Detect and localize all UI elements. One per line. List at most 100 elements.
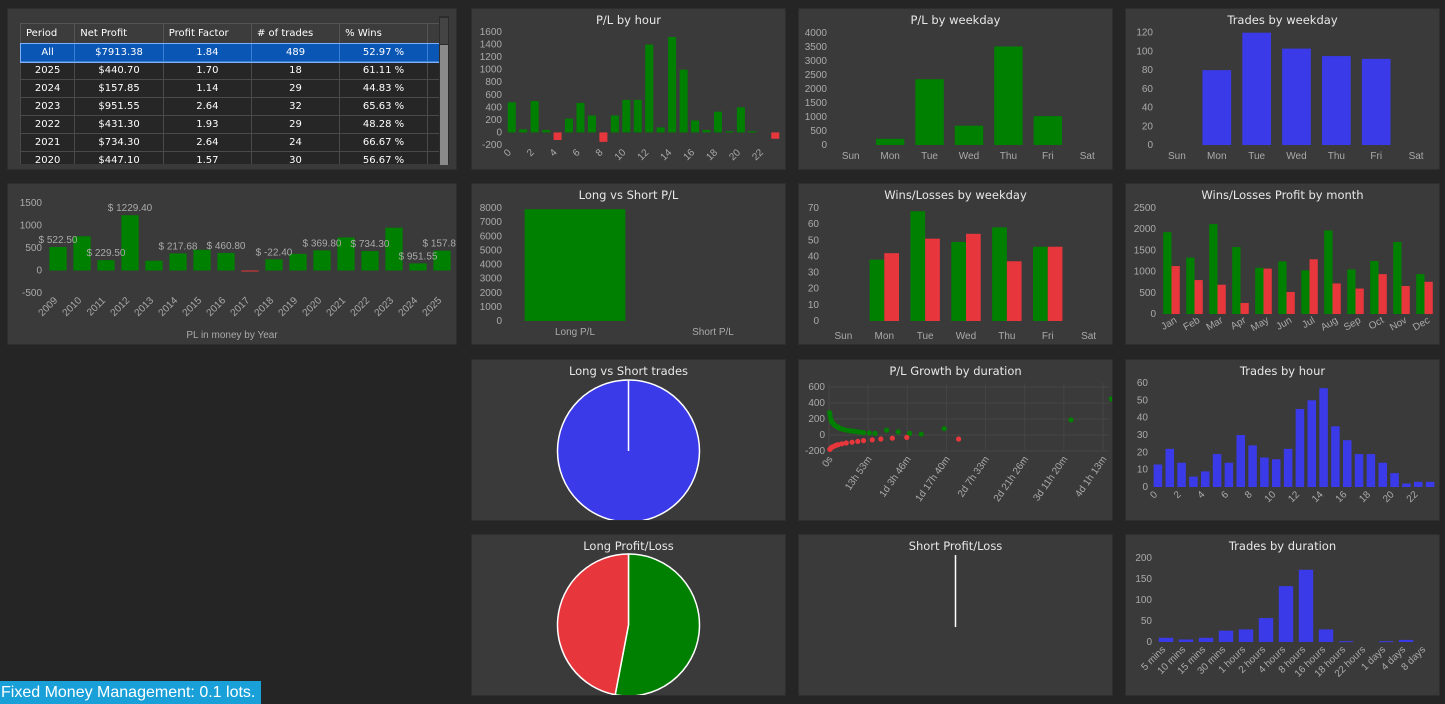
y-tick-label: 60 (1142, 84, 1154, 95)
table-row[interactable]: 2022 $431.30 1.93 29 48.28 % (19, 115, 442, 134)
bar (1298, 569, 1314, 642)
x-tick-label: 2012 (109, 295, 133, 319)
table-row[interactable]: 2025 $440.70 1.70 18 61.11 % (19, 61, 442, 80)
bar (910, 211, 926, 321)
y-tick-label: 0 (819, 430, 825, 441)
x-tick-label: 2 (525, 147, 537, 159)
trades-by-weekday-chart: 120 100 80 60 40 20 0 Sun Mon Tue Wed Thu Fri Sat (1136, 28, 1423, 162)
y-tick-label: -200 (482, 140, 502, 151)
bar (633, 99, 642, 133)
bar (1242, 32, 1271, 145)
bar (1255, 267, 1264, 314)
bar (1189, 476, 1198, 487)
bar (361, 251, 379, 271)
x-tick-label: 2023 (373, 295, 397, 319)
bar (599, 132, 608, 142)
column-header-profit-factor[interactable]: Profit Factor (162, 23, 252, 44)
column-header-period[interactable]: Period (19, 23, 76, 44)
bar (1240, 302, 1249, 314)
x-tick-label: 18 (704, 147, 720, 163)
chart-title: Short Profit/Loss (908, 539, 1003, 553)
y-tick-label: 70 (808, 203, 820, 214)
bar (193, 249, 211, 271)
bar (1232, 247, 1241, 314)
table-row[interactable]: 2021 $734.30 2.64 24 66.67 % (19, 133, 442, 152)
bar (1260, 457, 1269, 487)
y-tick-label: 600 (808, 382, 825, 393)
x-tick-label: Wed (959, 151, 979, 162)
y-tick-label: 150 (1135, 574, 1152, 585)
table-cell: 2020 (19, 151, 76, 164)
bar (553, 132, 562, 140)
y-tick-label: 2500 (805, 70, 828, 81)
table-cell: 61.11 % (339, 61, 428, 80)
table-row[interactable]: All $7913.38 1.84 489 52.97 % (19, 42, 442, 63)
y-tick-label: 1000 (480, 302, 503, 313)
x-tick-label: 2021 (325, 295, 349, 319)
table-cell: 1.84 (162, 43, 252, 62)
table-row[interactable]: 2020 $447.10 1.57 30 56.67 % (19, 151, 442, 164)
bar (530, 101, 539, 133)
bar (289, 253, 307, 271)
stats-table: Period Net Profit Profit Factor # of tra… (19, 23, 442, 164)
bar (1318, 629, 1334, 642)
table-cell: $7913.38 (74, 43, 164, 62)
bar (1178, 639, 1194, 642)
bar (1331, 426, 1340, 487)
y-tick-label: 600 (485, 90, 502, 101)
pie-slice (614, 553, 701, 695)
scatter-point (872, 430, 878, 436)
x-tick-label: 1d 3h 46m (878, 454, 914, 499)
table-cell: $447.10 (74, 151, 164, 164)
y-tick-label: 0 (1146, 637, 1152, 648)
bar (622, 99, 631, 133)
x-tick-label: Sun (842, 151, 860, 162)
bar (1390, 473, 1399, 487)
y-tick-label: 1000 (20, 221, 43, 232)
table-row[interactable]: 2024 $157.85 1.14 29 44.83 % (19, 79, 442, 98)
bar (884, 253, 899, 321)
x-tick-label: 2024 (397, 295, 421, 319)
table-cell: 1.14 (162, 79, 252, 98)
column-header-trades[interactable]: # of trades (250, 23, 341, 44)
bar (1236, 435, 1246, 487)
stats-table-panel: Period Net Profit Profit Factor # of tra… (8, 9, 456, 169)
bar (337, 237, 355, 271)
wins-losses-by-weekday-panel: Wins/Losses by weekday 70 60 50 40 30 20 10 0 Su… (799, 184, 1112, 344)
x-tick-label: 12 (1286, 489, 1302, 505)
bar (645, 44, 654, 133)
bar (1324, 230, 1333, 314)
x-tick-label: 6 (1219, 489, 1231, 501)
data-label: $ 369.80 (303, 238, 342, 249)
y-tick-label: 1400 (480, 40, 503, 51)
y-tick-label: 400 (485, 102, 502, 113)
scatter-point (1108, 396, 1112, 402)
y-tick-label: 120 (1136, 28, 1153, 39)
y-tick-label: -500 (22, 288, 42, 299)
scrollbar-thumb[interactable] (440, 45, 448, 165)
y-tick-label: 2000 (480, 288, 503, 299)
x-tick-label: 4d 1h 13m (1073, 454, 1109, 499)
table-cell: 2024 (19, 79, 76, 98)
table-row[interactable]: 2023 $951.55 2.64 32 65.63 % (19, 97, 442, 116)
bar (966, 233, 981, 321)
y-tick-label: 500 (810, 126, 827, 137)
bar (1347, 269, 1356, 314)
bar (915, 79, 944, 145)
table-cell: 2.64 (162, 133, 252, 152)
table-cell: 2.64 (162, 97, 252, 116)
bar (748, 131, 757, 133)
bar (951, 241, 966, 321)
column-header-wins[interactable]: % Wins (339, 23, 428, 44)
scatter-point (884, 427, 890, 433)
table-scrollbar[interactable] (439, 16, 449, 165)
bar (576, 102, 585, 133)
bar (954, 125, 984, 145)
x-tick-label: Tue (921, 151, 938, 162)
pl-by-hour-panel: P/L by hour 1600 1400 1200 1000 800 600 400 200… (472, 9, 785, 169)
scrollbar-track-top (440, 18, 448, 44)
column-header-net-profit[interactable]: Net Profit (74, 23, 164, 44)
